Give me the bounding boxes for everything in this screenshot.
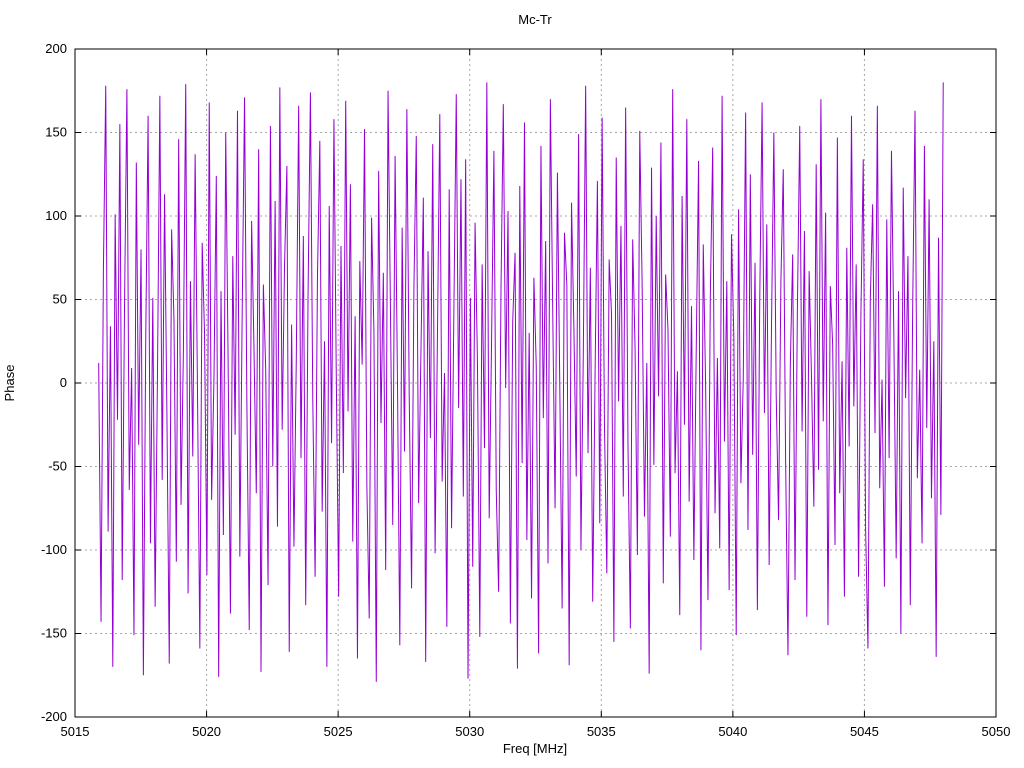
x-tick-label: 5040 (718, 724, 747, 739)
y-tick-label: 100 (45, 208, 67, 223)
x-tick-label: 5035 (587, 724, 616, 739)
y-tick-label: 0 (60, 375, 67, 390)
x-axis-label: Freq [MHz] (503, 741, 567, 756)
y-tick-label: -200 (41, 709, 67, 724)
y-tick-label: -50 (48, 459, 67, 474)
y-tick-label: 150 (45, 125, 67, 140)
x-tick-label: 5020 (192, 724, 221, 739)
grid-lines (75, 49, 996, 717)
data-series (98, 82, 944, 682)
y-tick-label: 200 (45, 41, 67, 56)
x-tick-label: 5015 (61, 724, 90, 739)
x-tick-label: 5030 (455, 724, 484, 739)
y-tick-label: -100 (41, 542, 67, 557)
y-tick-label: 50 (53, 292, 67, 307)
x-tick-label: 5045 (850, 724, 879, 739)
data-line (98, 82, 944, 682)
chart-title: Mc-Tr (518, 12, 552, 27)
x-tick-label: 5025 (324, 724, 353, 739)
tick-marks (74, 48, 997, 718)
y-tick-label: -150 (41, 626, 67, 641)
y-axis-label: Phase (2, 365, 17, 402)
tick-labels: 5015 5020 5025 5030 5035 5040 5045 5050 -200 -150… (41, 41, 1010, 739)
x-tick-label: 5050 (982, 724, 1011, 739)
